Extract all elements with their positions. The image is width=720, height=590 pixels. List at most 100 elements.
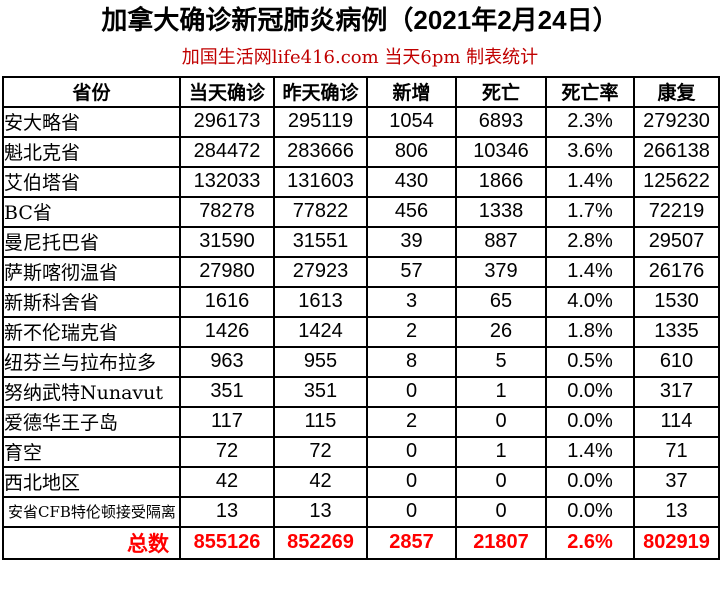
value-cell: 26176: [633, 255, 720, 288]
table-header-row: 省份 当天确诊 昨天确诊 新增 死亡 死亡率 康复: [2, 75, 720, 108]
value-cell: 42: [179, 465, 275, 498]
province-cell: 萨斯喀彻温省: [2, 255, 181, 288]
table-row: 新不伦瑞克省 1426 1424 2 26 1.8% 1335: [2, 315, 720, 348]
province-cell: 爱德华王子岛: [2, 405, 181, 438]
total-label-cell: 总数: [2, 525, 181, 560]
table-row: 艾伯塔省 132033 131603 430 1866 1.4% 125622: [2, 165, 720, 198]
province-cell: 魁北克省: [2, 135, 181, 168]
value-cell: 351: [273, 375, 368, 408]
value-cell: 1.4%: [545, 165, 635, 198]
value-cell: 71: [633, 435, 720, 468]
value-cell: 295119: [273, 105, 368, 138]
province-cell: 努纳武特Nunavut: [2, 375, 181, 408]
value-cell: 27980: [179, 255, 275, 288]
value-cell: 0.0%: [545, 375, 635, 408]
total-value-cell: 855126: [179, 525, 275, 560]
value-cell: 1424: [273, 315, 368, 348]
column-header: 省份: [2, 75, 181, 108]
value-cell: 132033: [179, 165, 275, 198]
total-value-cell: 852269: [273, 525, 368, 560]
province-cell: 西北地区: [2, 465, 181, 498]
value-cell: 5: [455, 345, 547, 378]
value-cell: 3: [366, 285, 457, 318]
value-cell: 806: [366, 135, 457, 168]
page-subtitle: 加国生活网life416.com 当天6pm 制表统计: [181, 46, 539, 68]
value-cell: 0.5%: [545, 345, 635, 378]
value-cell: 963: [179, 345, 275, 378]
value-cell: 2: [366, 315, 457, 348]
value-cell: 1.4%: [545, 435, 635, 468]
value-cell: 13: [273, 495, 368, 528]
table-row: 安大略省 296173 295119 1054 6893 2.3% 279230: [2, 105, 720, 138]
value-cell: 1335: [633, 315, 720, 348]
province-cell: 新不伦瑞克省: [2, 315, 181, 348]
value-cell: 39: [366, 225, 457, 258]
total-value-cell: 21807: [455, 525, 547, 560]
value-cell: 1054: [366, 105, 457, 138]
value-cell: 72: [273, 435, 368, 468]
value-cell: 131603: [273, 165, 368, 198]
value-cell: 27923: [273, 255, 368, 288]
column-header: 昨天确诊: [273, 75, 368, 108]
value-cell: 117: [179, 405, 275, 438]
province-cell: 曼尼托巴省: [2, 225, 181, 258]
value-cell: 1426: [179, 315, 275, 348]
value-cell: 72: [179, 435, 275, 468]
province-cell: 新斯科舍省: [2, 285, 181, 318]
value-cell: 1866: [455, 165, 547, 198]
page-root: 加拿大确诊新冠肺炎病例（2021年2月24日） 加国生活网life416.com…: [0, 6, 720, 560]
value-cell: 1.4%: [545, 255, 635, 288]
value-cell: 0: [455, 465, 547, 498]
total-value-cell: 2.6%: [545, 525, 635, 560]
value-cell: 13: [633, 495, 720, 528]
value-cell: 0.0%: [545, 495, 635, 528]
value-cell: 0.0%: [545, 405, 635, 438]
table-row: 安省CFB特伦顿接受隔离 13 13 0 0 0.0% 13: [2, 495, 720, 528]
table-row: 曼尼托巴省 31590 31551 39 887 2.8% 29507: [2, 225, 720, 258]
value-cell: 279230: [633, 105, 720, 138]
value-cell: 1338: [455, 195, 547, 228]
value-cell: 3.6%: [545, 135, 635, 168]
province-cell: 纽芬兰与拉布拉多: [2, 345, 181, 378]
value-cell: 29507: [633, 225, 720, 258]
column-header: 康复: [633, 75, 720, 108]
value-cell: 0: [366, 465, 457, 498]
table-row: 努纳武特Nunavut 351 351 0 1 0.0% 317: [2, 375, 720, 408]
table-body: 安大略省 296173 295119 1054 6893 2.3% 279230 魁北克省 28…: [2, 105, 720, 560]
value-cell: 72219: [633, 195, 720, 228]
covid-table: 省份 当天确诊 昨天确诊 新增 死亡 死亡率 康复 安大略省 296173 295119 1054…: [2, 75, 720, 560]
column-header: 死亡率: [545, 75, 635, 108]
table-row: 育空 72 72 0 1 1.4% 71: [2, 435, 720, 468]
value-cell: 0: [366, 435, 457, 468]
page-title: 加拿大确诊新冠肺炎病例（2021年2月24日）: [101, 5, 619, 35]
table-row: 萨斯喀彻温省 27980 27923 57 379 1.4% 26176: [2, 255, 720, 288]
value-cell: 456: [366, 195, 457, 228]
value-cell: 65: [455, 285, 547, 318]
value-cell: 0: [455, 495, 547, 528]
value-cell: 0: [366, 375, 457, 408]
table-row: BC省 78278 77822 456 1338 1.7% 72219: [2, 195, 720, 228]
value-cell: 2.8%: [545, 225, 635, 258]
province-cell: 艾伯塔省: [2, 165, 181, 198]
value-cell: 955: [273, 345, 368, 378]
value-cell: 379: [455, 255, 547, 288]
province-cell: 安省CFB特伦顿接受隔离: [2, 495, 181, 528]
value-cell: 4.0%: [545, 285, 635, 318]
value-cell: 1.8%: [545, 315, 635, 348]
value-cell: 37: [633, 465, 720, 498]
value-cell: 26: [455, 315, 547, 348]
table-row: 西北地区 42 42 0 0 0.0% 37: [2, 465, 720, 498]
value-cell: 1616: [179, 285, 275, 318]
value-cell: 284472: [179, 135, 275, 168]
value-cell: 57: [366, 255, 457, 288]
value-cell: 1530: [633, 285, 720, 318]
value-cell: 6893: [455, 105, 547, 138]
value-cell: 283666: [273, 135, 368, 168]
value-cell: 266138: [633, 135, 720, 168]
value-cell: 42: [273, 465, 368, 498]
value-cell: 296173: [179, 105, 275, 138]
table-row: 爱德华王子岛 117 115 2 0 0.0% 114: [2, 405, 720, 438]
table-row: 新斯科舍省 1616 1613 3 65 4.0% 1530: [2, 285, 720, 318]
value-cell: 31551: [273, 225, 368, 258]
value-cell: 114: [633, 405, 720, 438]
